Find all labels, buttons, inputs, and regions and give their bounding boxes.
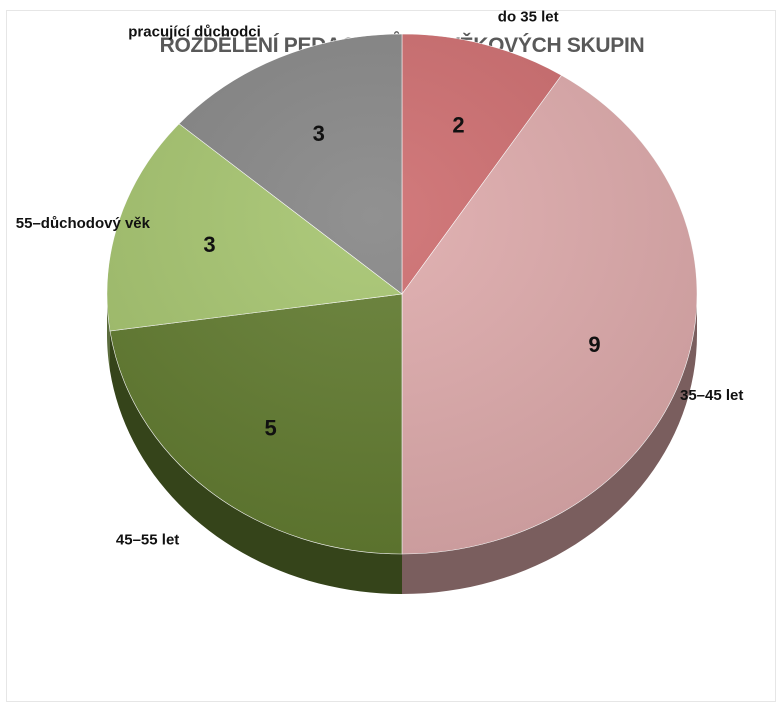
value-label-55-duchodovy-vek: 3 [203,232,215,257]
category-label-do-35-let: do 35 let [498,8,559,25]
slice-45-55-let [110,294,402,554]
value-label-45-55-let: 5 [264,416,276,441]
category-label-35-45-let: 35–45 let [680,387,743,404]
category-label-55-duchodovy-vek: 55–důchodový věk [16,215,151,232]
category-label-pracujici-duchodci: pracující důchodci [128,24,261,41]
value-label-do-35-let: 2 [452,112,464,137]
category-label-45-55-let: 45–55 let [116,532,179,549]
pie-slices [107,34,697,554]
value-label-pracujici-duchodci: 3 [313,121,325,146]
value-label-35-45-let: 9 [588,332,600,357]
